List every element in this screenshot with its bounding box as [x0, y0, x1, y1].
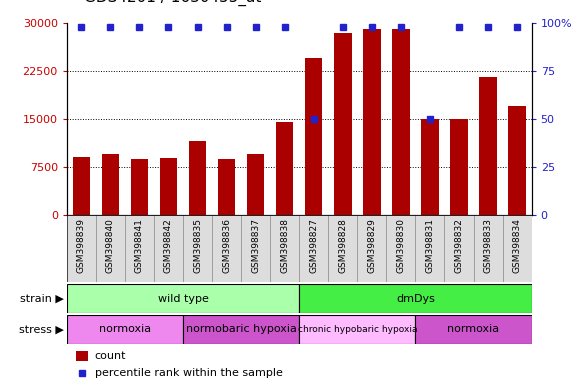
Bar — [76, 351, 88, 361]
Text: percentile rank within the sample: percentile rank within the sample — [95, 367, 282, 377]
Bar — [67, 215, 532, 282]
Bar — [102, 154, 119, 215]
Bar — [218, 159, 235, 215]
Bar — [247, 154, 264, 215]
Text: GSM398830: GSM398830 — [396, 218, 406, 273]
Text: count: count — [95, 351, 126, 361]
Text: GSM398834: GSM398834 — [512, 218, 522, 273]
Text: GSM398833: GSM398833 — [483, 218, 493, 273]
Text: GSM398837: GSM398837 — [251, 218, 260, 273]
Bar — [450, 119, 468, 215]
Text: GSM398839: GSM398839 — [77, 218, 86, 273]
Text: normoxia: normoxia — [447, 324, 500, 334]
Bar — [479, 78, 497, 215]
Text: chronic hypobaric hypoxia: chronic hypobaric hypoxia — [297, 325, 417, 334]
Text: GSM398836: GSM398836 — [222, 218, 231, 273]
Bar — [363, 30, 381, 215]
Bar — [305, 58, 322, 215]
Bar — [160, 158, 177, 215]
Bar — [508, 106, 526, 215]
Bar — [73, 157, 90, 215]
Text: GSM398841: GSM398841 — [135, 218, 144, 273]
Bar — [67, 315, 183, 344]
Text: GSM398842: GSM398842 — [164, 218, 173, 273]
Text: GDS4201 / 1630455_at: GDS4201 / 1630455_at — [84, 0, 261, 6]
Text: GSM398827: GSM398827 — [309, 218, 318, 273]
Bar — [276, 122, 293, 215]
Bar — [131, 159, 148, 215]
Bar — [392, 30, 410, 215]
Text: stress ▶: stress ▶ — [19, 324, 64, 334]
Text: GSM398838: GSM398838 — [280, 218, 289, 273]
Text: normoxia: normoxia — [99, 324, 151, 334]
Text: GSM398831: GSM398831 — [425, 218, 435, 273]
Text: GSM398840: GSM398840 — [106, 218, 115, 273]
Bar — [334, 33, 352, 215]
Bar — [299, 284, 532, 313]
Bar — [67, 284, 299, 313]
Text: strain ▶: strain ▶ — [20, 293, 64, 304]
Text: GSM398829: GSM398829 — [367, 218, 376, 273]
Text: GSM398828: GSM398828 — [338, 218, 347, 273]
Text: dmDys: dmDys — [396, 293, 435, 304]
Text: normobaric hypoxia: normobaric hypoxia — [186, 324, 296, 334]
Text: wild type: wild type — [157, 293, 209, 304]
Bar — [183, 315, 299, 344]
Bar — [421, 119, 439, 215]
Bar — [299, 315, 415, 344]
Text: GSM398835: GSM398835 — [193, 218, 202, 273]
Bar — [189, 141, 206, 215]
Text: GSM398832: GSM398832 — [454, 218, 464, 273]
Bar — [415, 315, 532, 344]
